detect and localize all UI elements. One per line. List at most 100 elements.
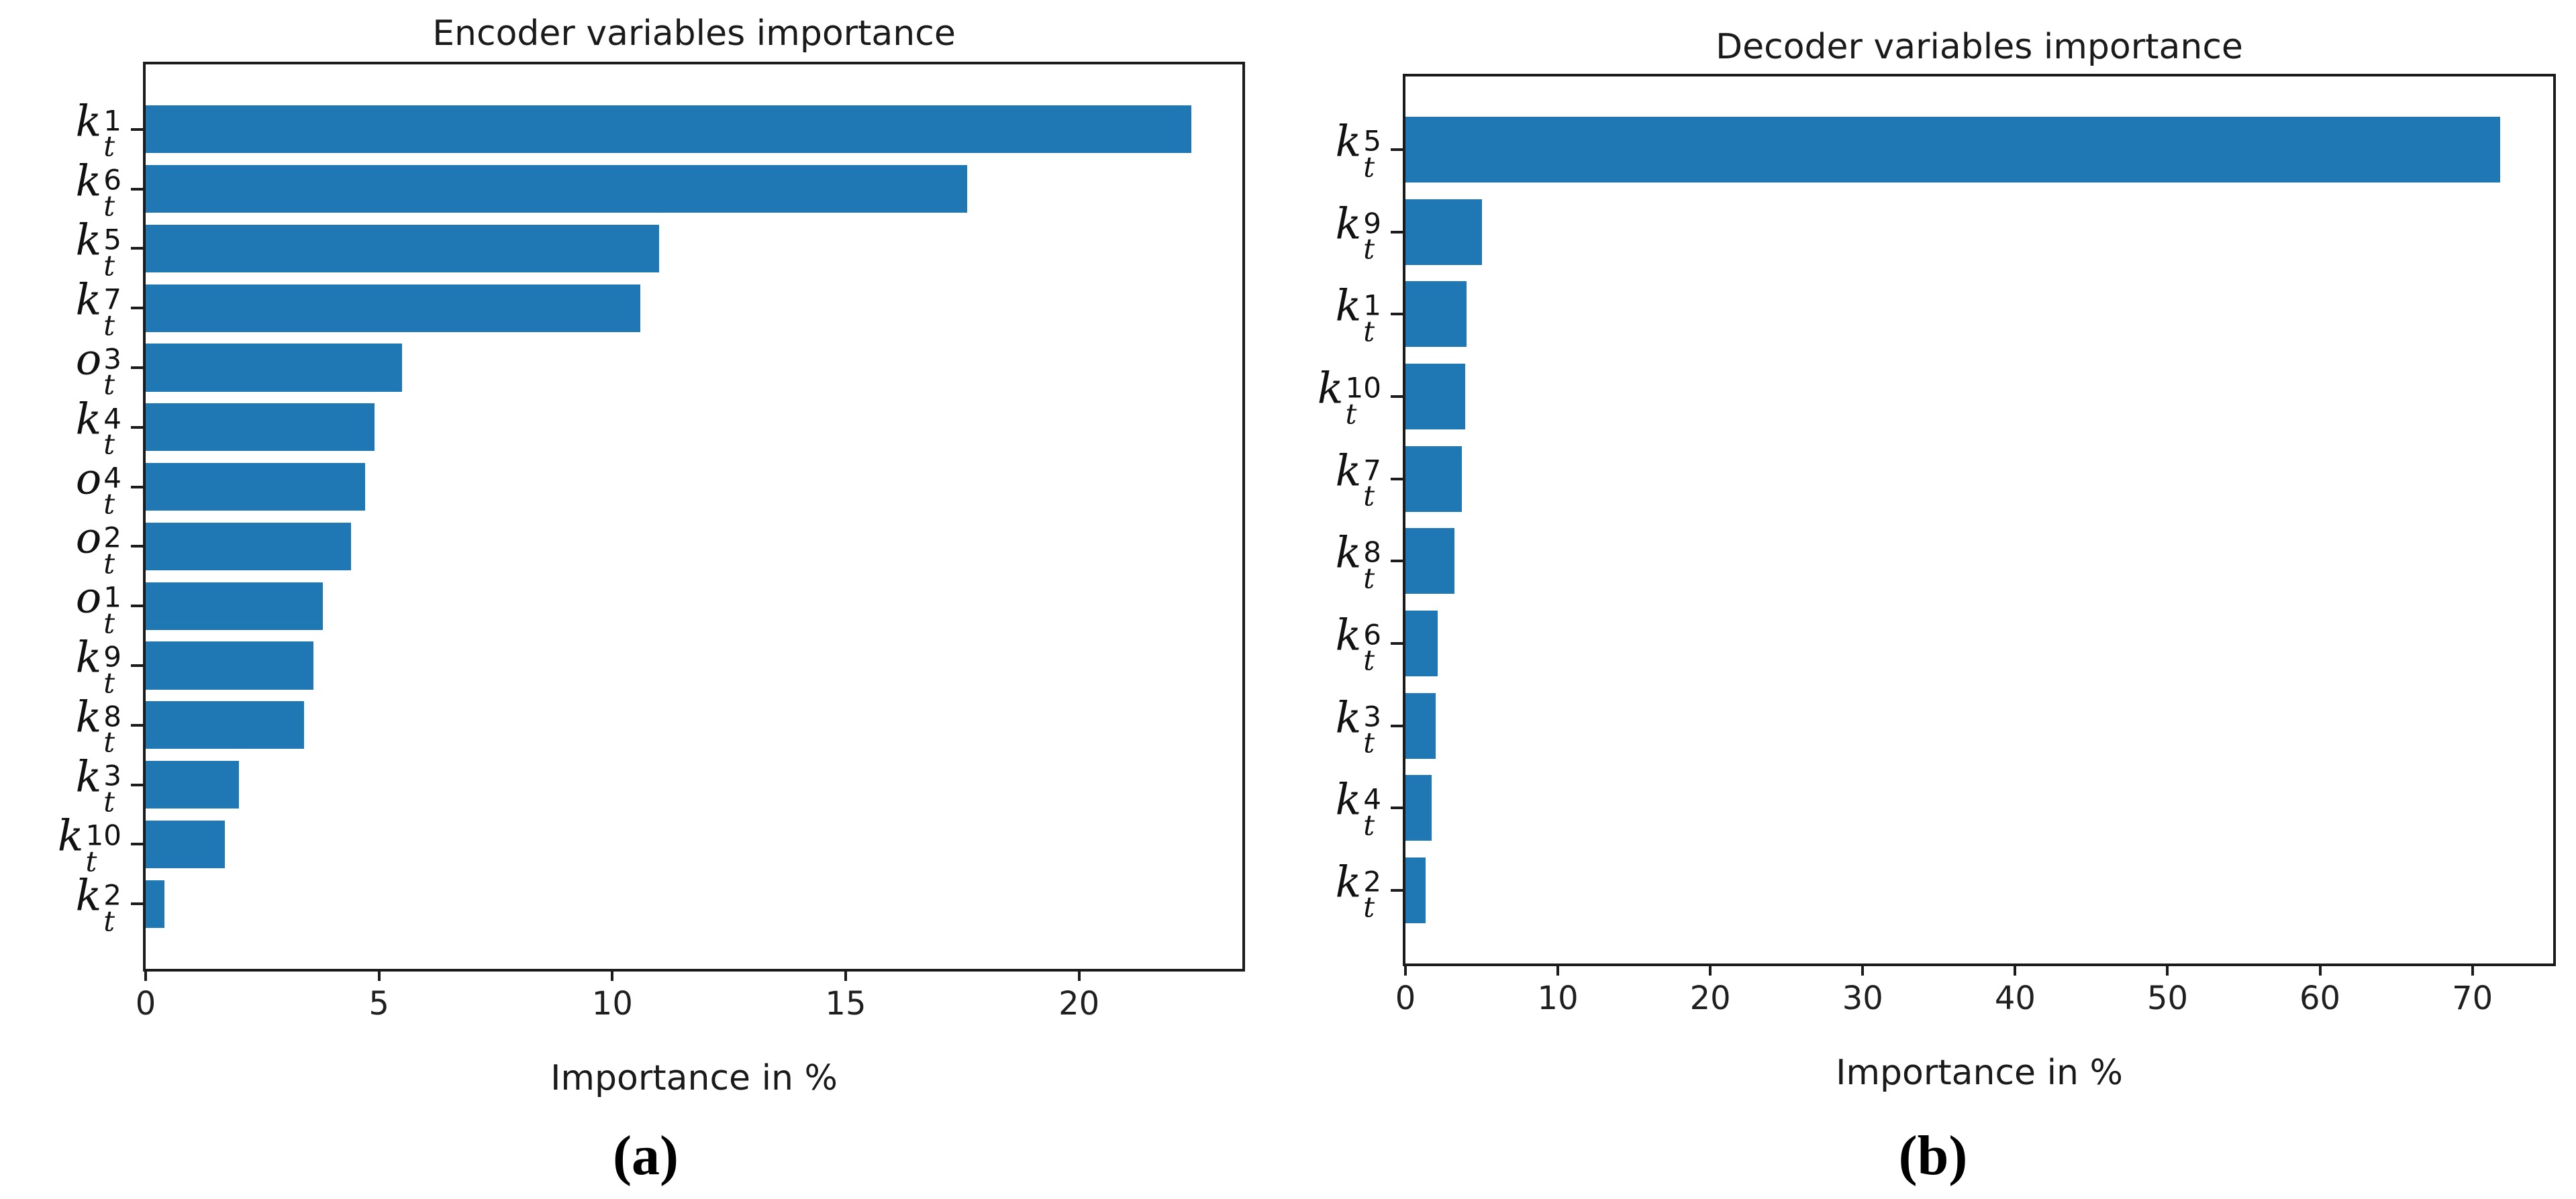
- y-tick-mark: [131, 425, 143, 429]
- y-tick-mark: [131, 127, 143, 131]
- bar-k_t^10: [146, 820, 226, 868]
- bar-k_t^6: [1405, 610, 1438, 676]
- bar-k_t^4: [146, 403, 375, 452]
- y-tick-mark: [131, 843, 143, 846]
- subfigure-caption-b: (b): [1898, 1125, 1968, 1187]
- y-tick-mark: [131, 545, 143, 548]
- bar-k_t^8: [146, 701, 305, 749]
- decoder-x-axis-label: Importance in %: [1836, 1053, 2123, 1093]
- x-tick-label: 10: [591, 985, 633, 1023]
- encoder-x-axis-label: Importance in %: [550, 1058, 838, 1098]
- bar-k_t^10: [1405, 363, 1465, 430]
- bar-o_t^2: [146, 522, 351, 570]
- bar-k_t^6: [146, 165, 967, 213]
- bar-k_t^7: [146, 284, 641, 332]
- y-tick-mark: [1391, 560, 1403, 563]
- bar-k_t^9: [1405, 199, 1482, 265]
- bar-k_t^2: [1405, 857, 1426, 923]
- x-tick-label: 15: [825, 985, 866, 1023]
- x-tick-label: 10: [1537, 980, 1579, 1017]
- bar-k_t^1: [146, 105, 1191, 154]
- x-tick-label: 70: [2452, 980, 2493, 1017]
- x-tick-mark: [1556, 963, 1560, 976]
- y-tick-mark: [1391, 395, 1403, 399]
- x-tick-mark: [2166, 963, 2169, 976]
- y-tick-mark: [1391, 230, 1403, 233]
- x-tick-mark: [1709, 963, 1712, 976]
- bar-k_t^8: [1405, 528, 1454, 594]
- x-tick-mark: [2014, 963, 2017, 976]
- x-tick-mark: [611, 969, 614, 981]
- x-tick-mark: [2471, 963, 2474, 976]
- bar-k_t^4: [1405, 775, 1432, 841]
- x-tick-label: 20: [1058, 985, 1100, 1023]
- x-tick-label: 0: [1395, 980, 1416, 1017]
- x-tick-label: 50: [2146, 980, 2188, 1017]
- y-tick-mark: [131, 485, 143, 488]
- x-tick-mark: [844, 969, 847, 981]
- bar-k_t^5: [146, 224, 659, 272]
- y-tick-mark: [131, 187, 143, 191]
- subfigure-caption-a: (a): [613, 1125, 679, 1187]
- y-tick-mark: [1391, 477, 1403, 480]
- x-tick-label: 5: [368, 985, 389, 1023]
- y-tick-mark: [1391, 148, 1403, 152]
- bar-k_t^9: [146, 641, 314, 690]
- bar-k_t^1: [1405, 281, 1467, 348]
- y-tick-mark: [131, 366, 143, 369]
- x-tick-mark: [377, 969, 381, 981]
- bar-k_t^3: [1405, 692, 1436, 759]
- encoder-chart-title: Encoder variables importance: [432, 13, 956, 54]
- y-tick-mark: [131, 605, 143, 608]
- y-tick-mark: [1391, 313, 1403, 316]
- y-tick-mark: [131, 247, 143, 250]
- bar-k_t^5: [1405, 117, 2500, 183]
- y-tick-mark: [1391, 641, 1403, 645]
- y-tick-mark: [131, 307, 143, 310]
- y-tick-mark: [1391, 888, 1403, 892]
- bar-k_t^3: [146, 761, 240, 809]
- decoder-chart-title: Decoder variables importance: [1716, 27, 2243, 67]
- bar-k_t^7: [1405, 446, 1463, 512]
- x-tick-label: 30: [1842, 980, 1883, 1017]
- x-tick-label: 20: [1689, 980, 1731, 1017]
- bar-o_t^4: [146, 463, 365, 511]
- y-tick-label-k_t^10: k 10 t: [57, 811, 121, 878]
- y-tick-label-k_t^10: k 10 t: [1317, 364, 1381, 430]
- y-tick-mark: [131, 664, 143, 667]
- x-tick-mark: [144, 969, 147, 981]
- decoder-axes-box: k 5 t k 9 t k 1 t k 10 t k 7 t k 8 t k 6 t k 3 t k 4 t k 2 t 0 10 20 30 40…: [1318, 74, 2556, 1016]
- x-tick-label: 40: [1994, 980, 2036, 1017]
- y-tick-mark: [1391, 806, 1403, 810]
- y-tick-mark: [131, 902, 143, 906]
- x-tick-mark: [1077, 969, 1081, 981]
- encoder-axes-box: k 1 t k 6 t k 5 t k 7 t o 3 t k 4 t o 4 t o 2 t o 1 t k 9 t k 8 t k 3 t k 10 t…: [58, 62, 1245, 1021]
- x-tick-mark: [2318, 963, 2322, 976]
- x-tick-mark: [1404, 963, 1407, 976]
- x-tick-mark: [1861, 963, 1865, 976]
- y-tick-mark: [1391, 724, 1403, 727]
- y-tick-mark: [131, 723, 143, 727]
- x-tick-label: 0: [135, 985, 156, 1023]
- x-tick-label: 60: [2299, 980, 2341, 1017]
